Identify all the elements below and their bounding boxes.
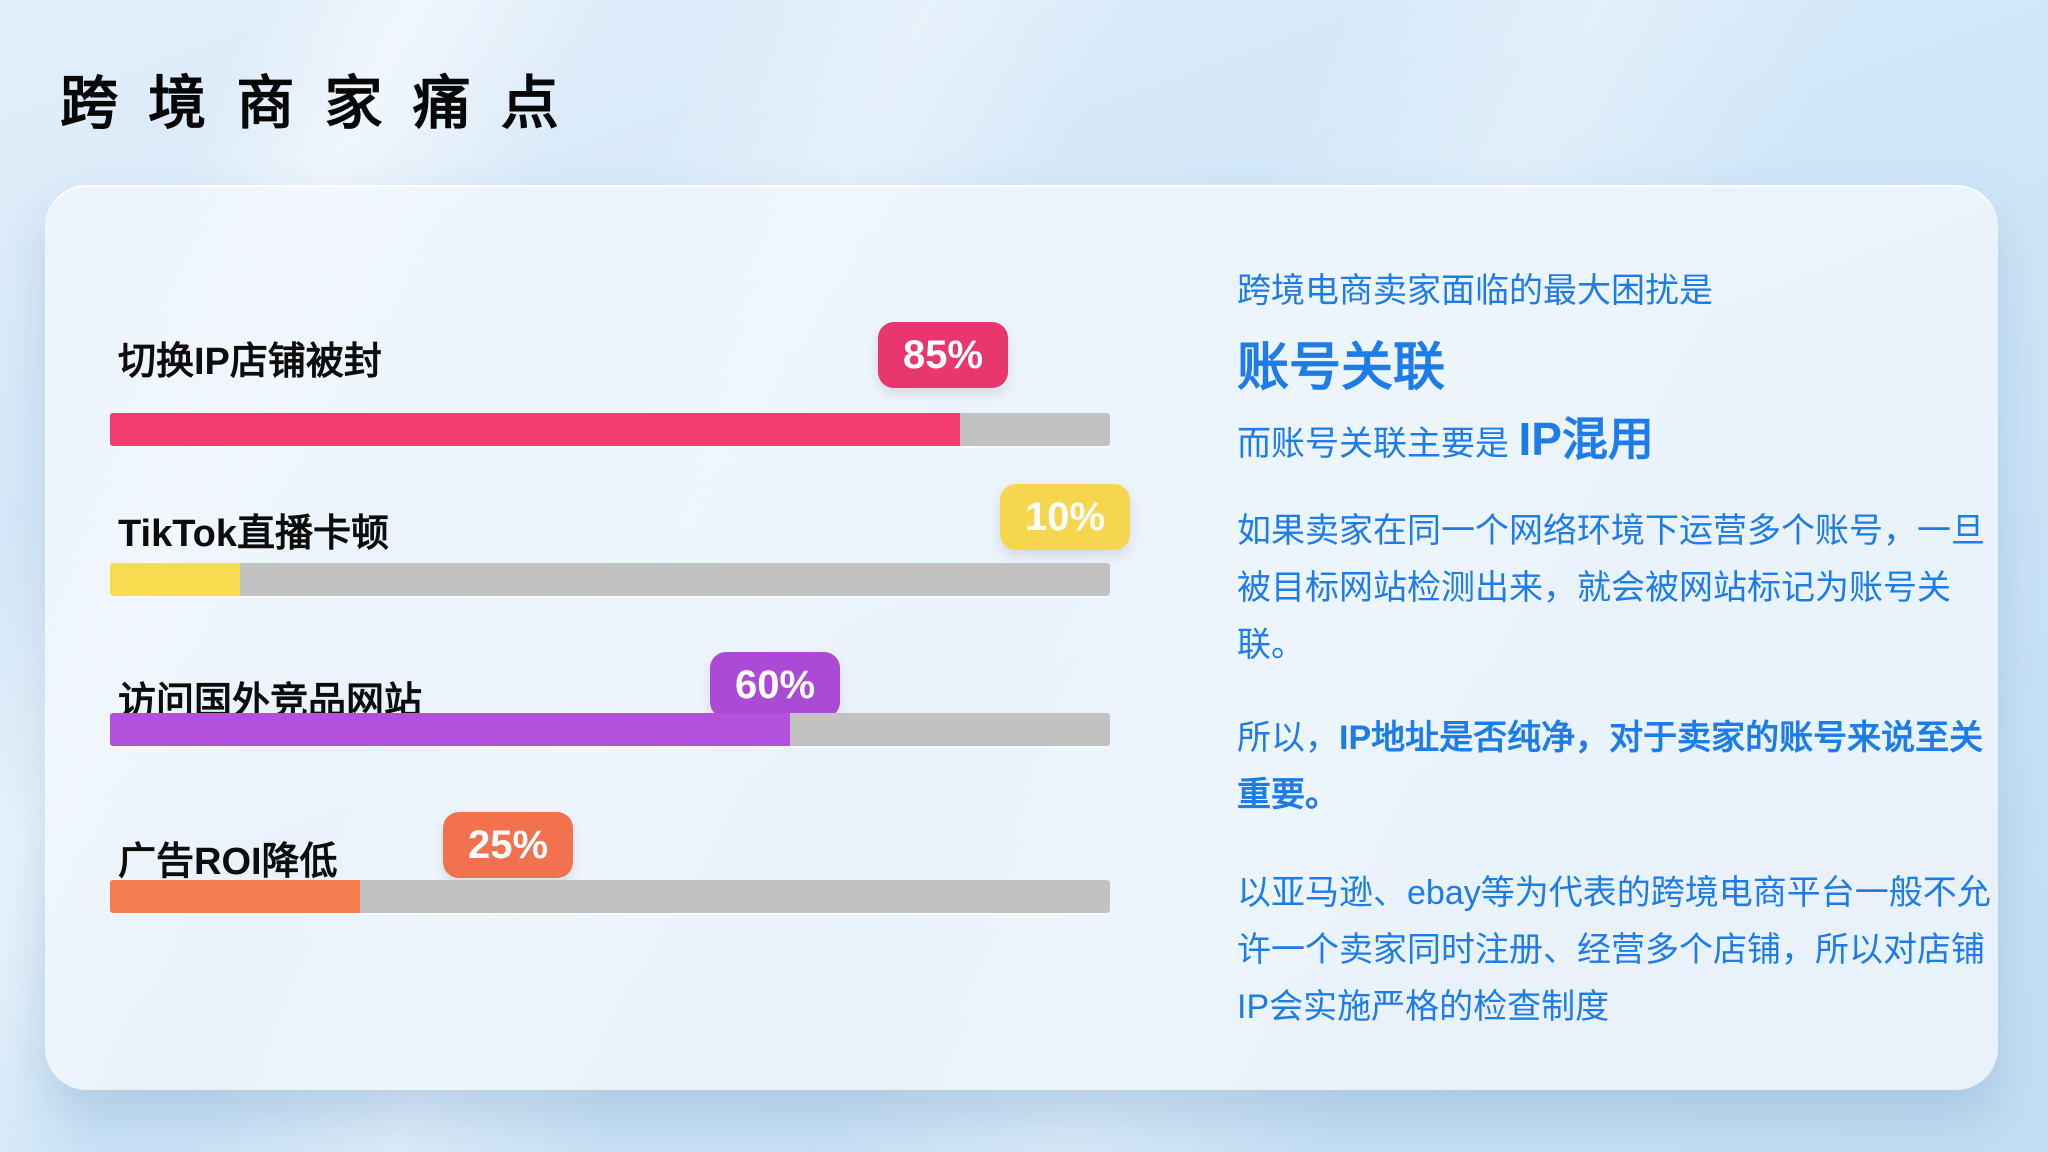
content-card: 切换IP店铺被封 85% TikTok直播卡顿 10% 访问国外竞品网站 60%… [45,185,1998,1090]
value-badge: 25% [443,812,573,878]
info-panel: 跨境电商卖家面临的最大困扰是 账号关联 而账号关联主要是 IP混用 如果卖家在同… [1237,185,2007,1090]
bar-fill [110,563,240,596]
bar-track [110,713,1110,746]
value-badge: 85% [878,322,1008,388]
info-subline-highlight: IP混用 [1518,413,1654,465]
bar-track [110,413,1110,446]
bar-fill [110,713,790,746]
info-paragraph-2-bold: IP地址是否纯净，对于卖家的账号来说至关重要。 [1237,719,1984,814]
value-badge: 60% [710,652,840,718]
info-paragraph-2: 所以，IP地址是否纯净，对于卖家的账号来说至关重要。 [1237,710,1997,824]
bar-fill [110,880,360,913]
bar-label: TikTok直播卡顿 [118,513,389,555]
bar-label: 切换IP店铺被封 [118,341,382,383]
bar-track [110,880,1110,913]
info-subline-prefix: 而账号关联主要是 [1237,425,1519,463]
info-paragraph-2-prefix: 所以， [1237,719,1339,757]
info-subline: 而账号关联主要是 IP混用 [1237,403,1654,469]
bar-label: 广告ROI降低 [118,841,338,883]
pain-points-bar-chart: 切换IP店铺被封 85% TikTok直播卡顿 10% 访问国外竞品网站 60%… [110,185,1130,1090]
page-title: 跨境商家痛点 [60,71,589,136]
value-badge: 10% [1000,484,1130,550]
bar-track [110,563,1110,596]
info-headline: 账号关联 [1237,339,1446,397]
info-paragraph-3: 以亚马逊、ebay等为代表的跨境电商平台一般不允许一个卖家同时注册、经营多个店铺… [1237,874,1991,1026]
bar-fill [110,413,960,446]
info-paragraph-1: 如果卖家在同一个网络环境下运营多个账号，一旦被目标网站检测出来，就会被网站标记为… [1237,512,1985,664]
info-intro-line: 跨境电商卖家面临的最大困扰是 [1237,272,1713,310]
